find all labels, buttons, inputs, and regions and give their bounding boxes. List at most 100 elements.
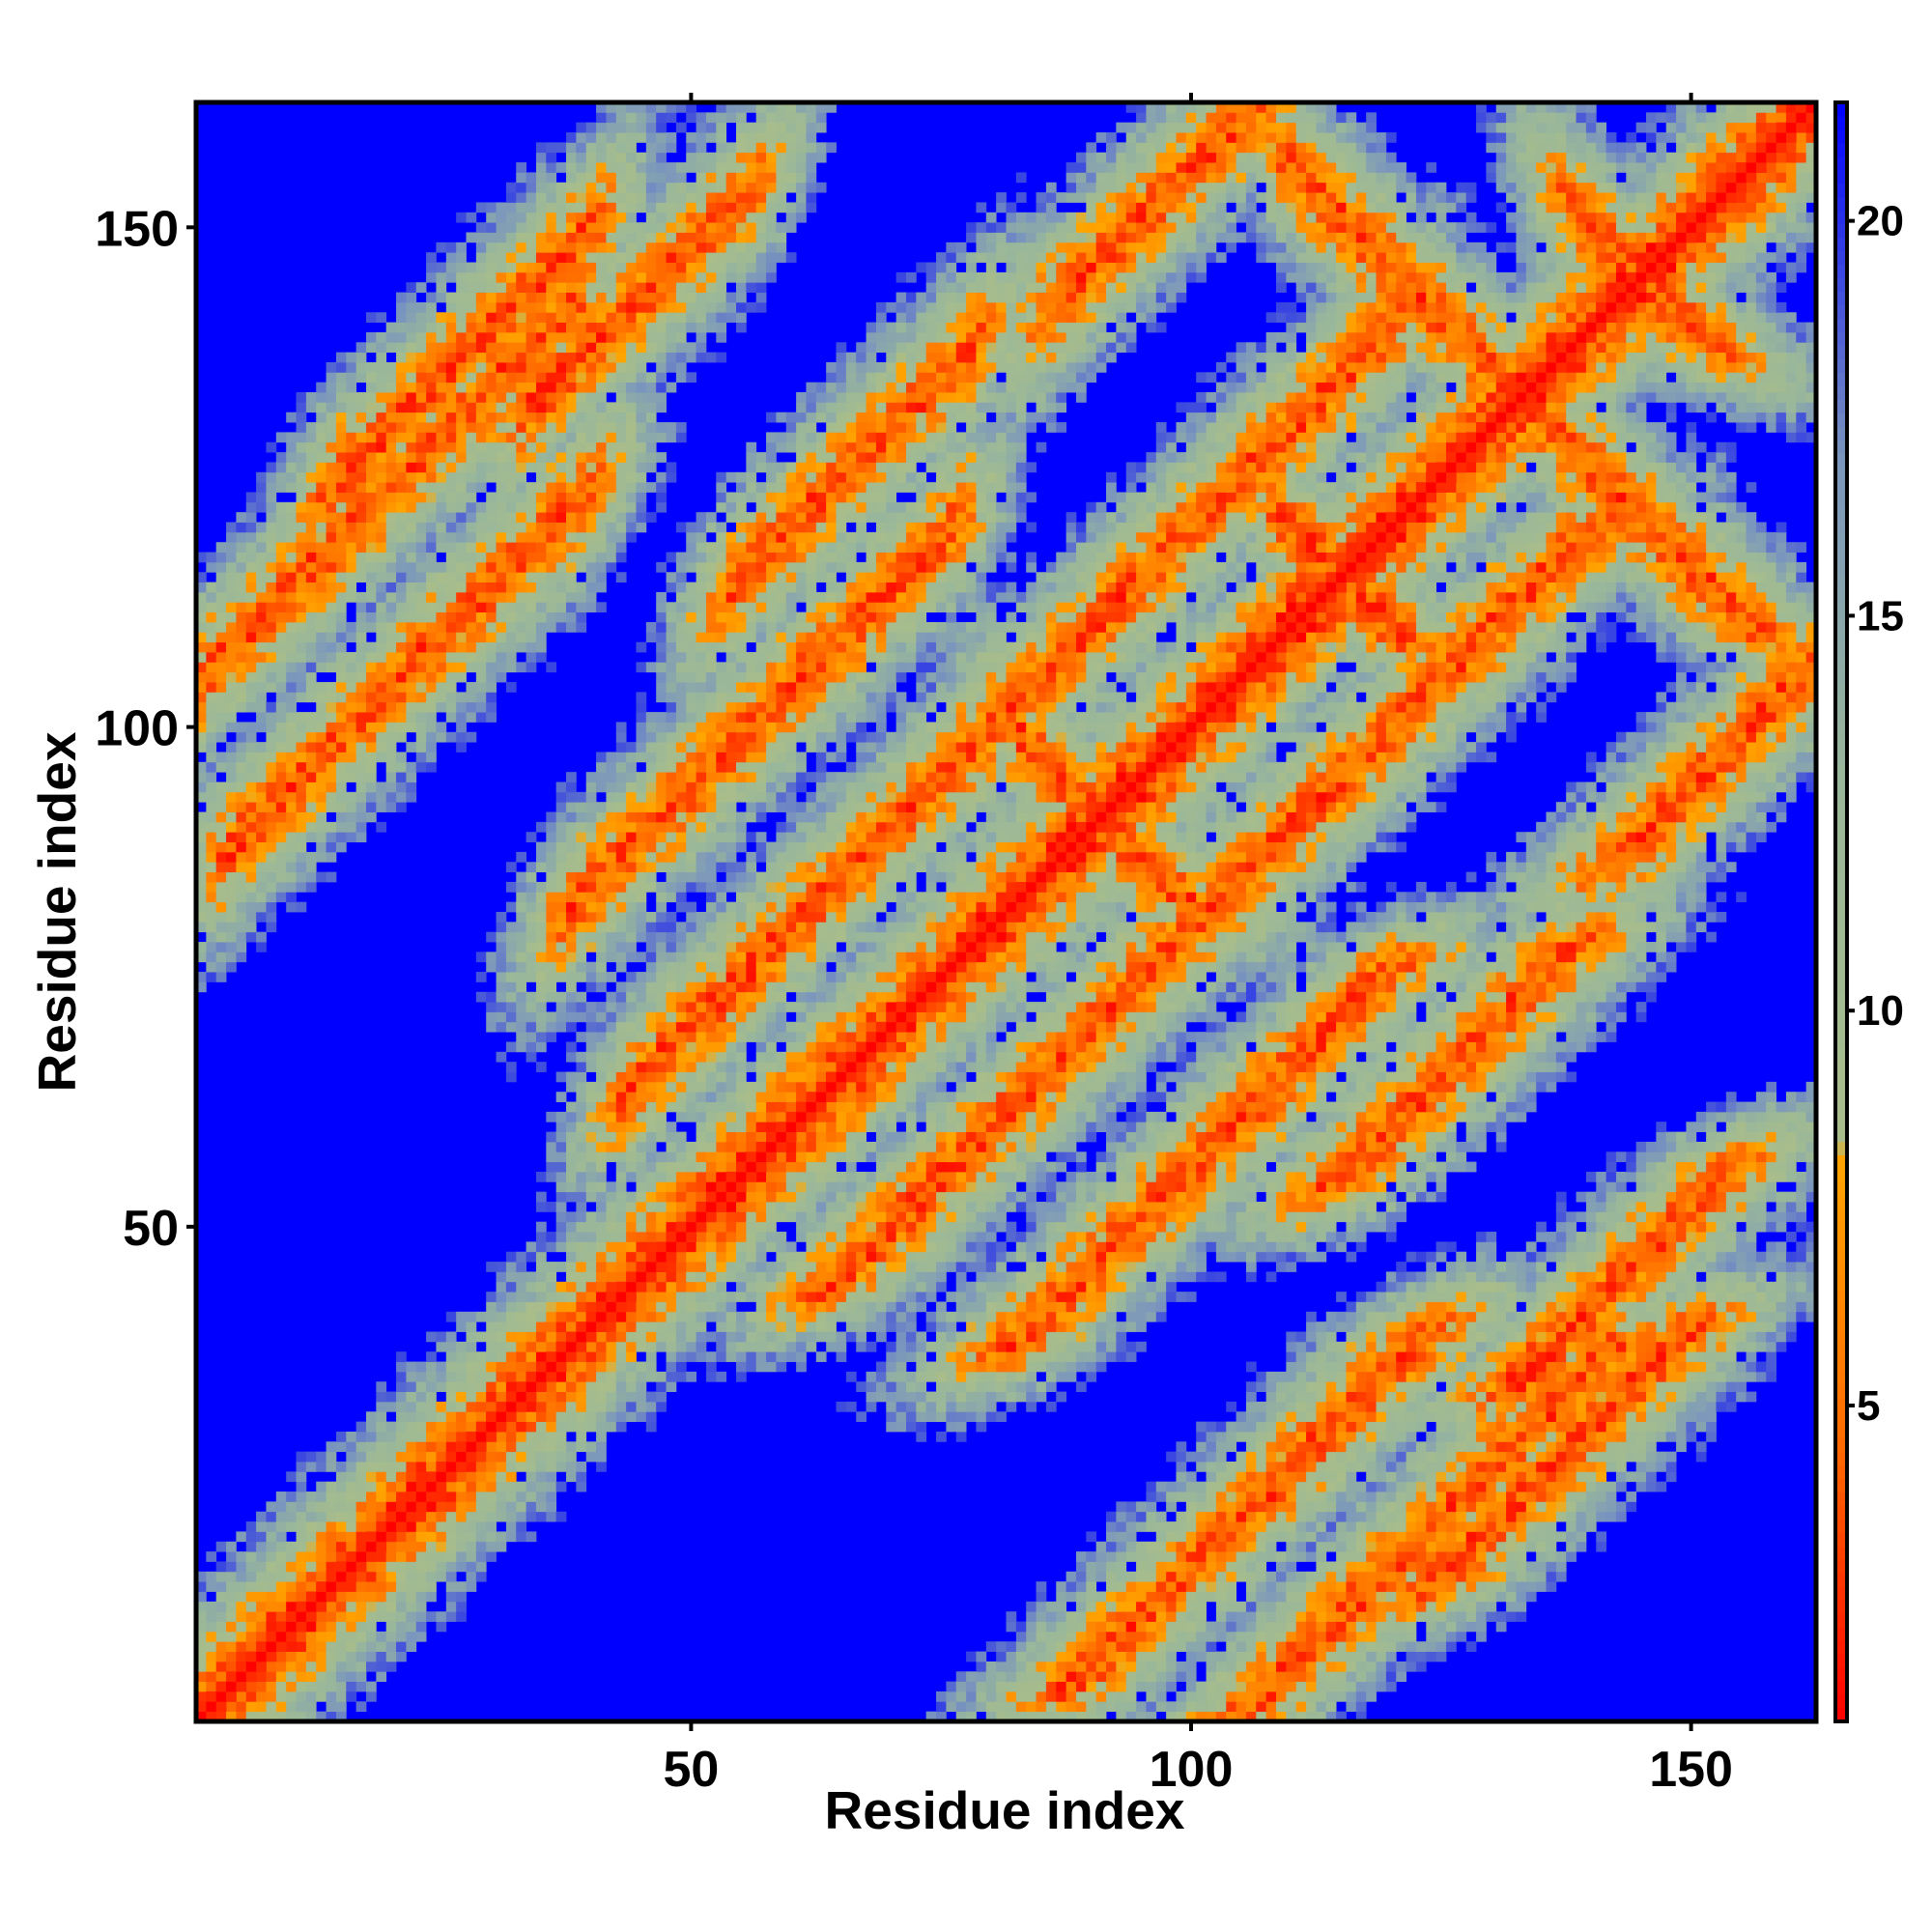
heatmap-cell [256,1671,267,1683]
heatmap-cell [256,482,267,493]
heatmap-cell [496,1271,507,1283]
heatmap-cell [546,901,557,913]
heatmap-cell [496,342,507,354]
heatmap-cell [626,752,637,763]
heatmap-cell [305,602,317,613]
heatmap-cell [365,811,377,823]
heatmap-cell [725,1081,737,1093]
heatmap-cell [466,482,477,493]
heatmap-cell [316,462,327,473]
heatmap-cell [385,452,397,463]
heatmap-cell [305,1571,317,1582]
heatmap-cell [505,352,517,363]
heatmap-cell [365,791,377,803]
heatmap-cell [566,222,577,233]
heatmap-cell [755,1241,767,1253]
heatmap-cell [475,952,487,963]
heatmap-cell [475,1481,487,1492]
heatmap-cell [266,621,277,633]
heatmap-cell [675,662,687,673]
heatmap-cell [196,912,207,923]
heatmap-cell [326,1521,337,1532]
heatmap-cell [626,312,637,324]
heatmap-cell [705,641,717,653]
heatmap-cell [656,972,667,982]
heatmap-cell [636,1401,647,1412]
heatmap-cell [606,142,617,154]
heatmap-cell [566,572,577,582]
heatmap-cell [546,1421,557,1433]
heatmap-cell [636,441,647,453]
heatmap-cell [636,1071,647,1083]
heatmap-cell [736,1371,747,1382]
heatmap-cell [615,222,627,233]
heatmap-cell [415,641,427,653]
heatmap-cell [576,1401,587,1412]
heatmap-cell [496,522,507,533]
heatmap-cell [466,1321,477,1332]
heatmap-cell [456,1351,467,1362]
heatmap-cell [505,331,517,343]
heatmap-cell [555,851,567,863]
heatmap-cell [746,1351,757,1362]
heatmap-cell [736,172,747,184]
heatmap-cell [456,1371,467,1382]
heatmap-cell [296,752,307,763]
heatmap-cell [656,811,667,823]
heatmap-cell [365,752,377,763]
heatmap-cell [466,1501,477,1513]
heatmap-cell [526,1431,537,1442]
heatmap-cell [376,512,387,523]
heatmap-cell [645,1151,657,1163]
heatmap-cell [256,1611,267,1622]
heatmap-cell [675,632,687,643]
heatmap-cell [396,761,407,773]
heatmap-cell [305,432,317,443]
heatmap-cell [286,892,297,903]
heatmap-cell [396,432,407,443]
heatmap-cell [316,432,327,443]
heatmap-cell [725,212,737,223]
heatmap-cell [496,501,507,513]
heatmap-cell [626,471,637,483]
heatmap-cell [396,802,407,812]
heatmap-cell [266,542,277,553]
heatmap-cell [666,1211,677,1223]
heatmap-cell [436,531,447,543]
heatmap-cell [436,402,447,413]
heatmap-cell [436,372,447,384]
heatmap-cell [716,572,727,582]
heatmap-cell [626,1191,637,1203]
heatmap-cell [716,1032,727,1042]
heatmap-cell [245,671,257,683]
heatmap-cell [736,682,747,693]
heatmap-cell [736,912,747,923]
heatmap-cell [226,851,237,863]
heatmap-cell [566,512,577,523]
heatmap-cell [686,301,696,313]
heatmap-cell [436,1421,447,1433]
heatmap-cell [705,1002,717,1012]
heatmap-cell [505,901,517,913]
heatmap-cell [296,1561,307,1573]
heatmap-cell [716,1341,727,1352]
heatmap-cell [746,572,757,582]
heatmap-cell [396,471,407,483]
heatmap-cell [576,1292,587,1302]
heatmap-cell [355,1641,367,1652]
heatmap-cell [686,1041,696,1053]
heatmap-cell [396,1462,407,1472]
heatmap-cell [445,372,457,384]
heatmap-cell [596,1411,607,1423]
heatmap-cell [596,841,607,853]
heatmap-cell [266,512,277,523]
heatmap-cell [645,1111,657,1122]
heatmap-cell [475,542,487,553]
heatmap-cell [456,701,467,713]
heatmap-cell [596,1181,607,1193]
heatmap-cell [546,1141,557,1152]
heatmap-cell [645,772,657,782]
heatmap-cell [746,552,757,563]
heatmap-cell [196,742,207,753]
heatmap-cell [415,1621,427,1633]
